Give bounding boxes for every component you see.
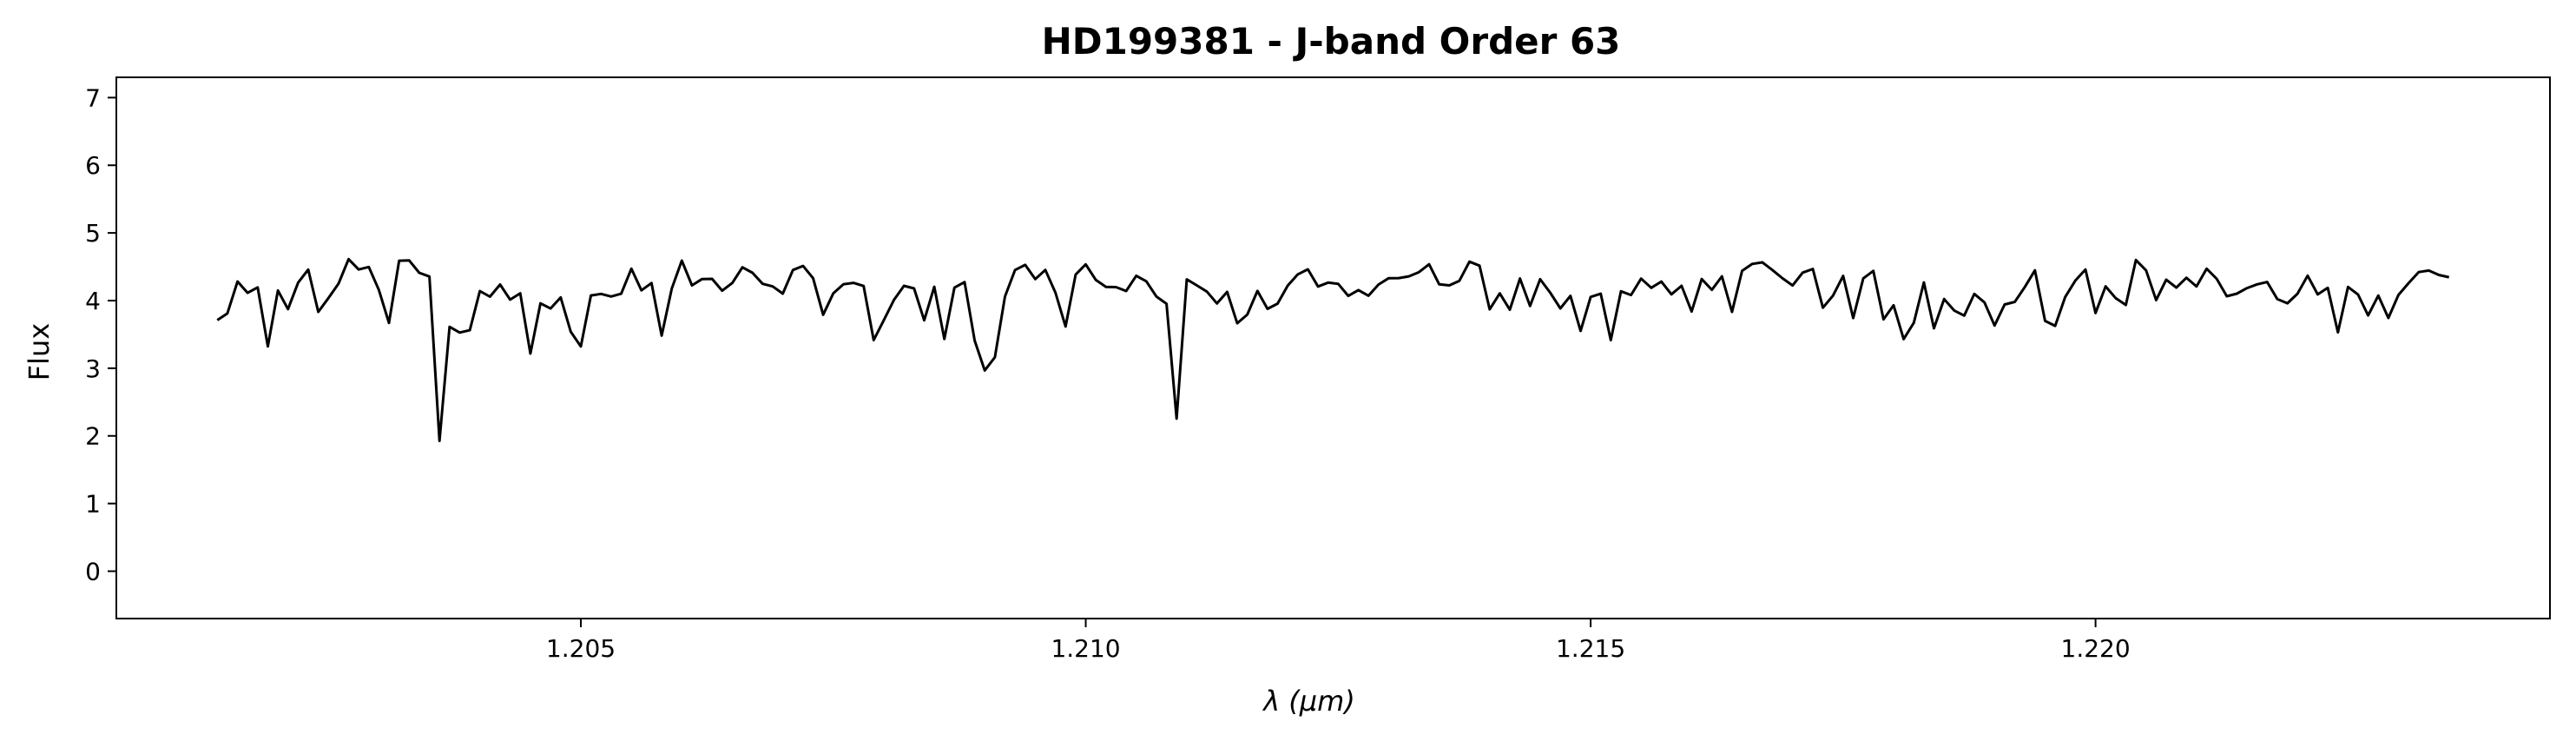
y-tick-label: 5 bbox=[85, 219, 101, 248]
x-tick-label: 1.220 bbox=[2061, 634, 2131, 663]
plot-frame bbox=[115, 76, 2551, 619]
plot-layer bbox=[216, 257, 2450, 442]
x-axis-label: λ (μm) bbox=[1262, 685, 1355, 718]
y-tick-label: 0 bbox=[85, 557, 101, 586]
y-tick-label: 6 bbox=[85, 151, 101, 180]
x-tick-label: 1.205 bbox=[546, 634, 616, 663]
x-tick-label: 1.210 bbox=[1051, 634, 1120, 663]
y-axis-label: Flux bbox=[23, 323, 56, 381]
y-tick-label: 7 bbox=[85, 83, 101, 112]
y-tick-label: 4 bbox=[85, 287, 101, 315]
y-tick-label: 3 bbox=[85, 354, 101, 383]
ticks-layer: 1.205 1.210 1.215 1.220 0 1 2 3 4 5 6 7 bbox=[85, 83, 2131, 663]
y-tick-label: 1 bbox=[85, 490, 101, 519]
chart-title: HD199381 - J-band Order 63 bbox=[1042, 20, 1621, 63]
x-tick-label: 1.215 bbox=[1556, 634, 1625, 663]
y-tick-label: 2 bbox=[85, 422, 101, 451]
spectrum-line bbox=[216, 257, 2450, 442]
